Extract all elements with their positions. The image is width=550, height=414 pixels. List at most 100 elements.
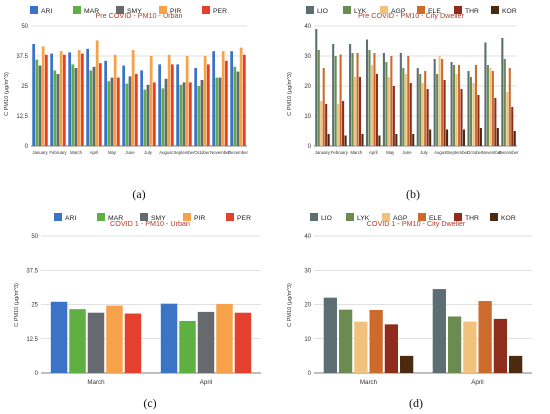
legend-swatch-per: [202, 6, 210, 14]
bar-ari-march: [68, 52, 72, 146]
legend-label-ari: ARI: [65, 215, 76, 222]
x-tick-label-a: July: [144, 150, 152, 155]
bar-thr-july: [426, 89, 429, 146]
bar-pir-may: [113, 54, 117, 146]
bar-pir-march: [77, 50, 81, 146]
panel-label-a: (a): [132, 187, 145, 201]
y-tick-label-c: 12.5: [26, 337, 38, 343]
bar-agp-september: [455, 74, 458, 146]
bar-mar-march: [69, 309, 86, 373]
bar-lyk-may: [385, 62, 388, 146]
bar-pir-december: [239, 47, 243, 146]
bar-kor-july: [429, 129, 432, 146]
bar-smy-october: [200, 80, 204, 146]
bar-pir-march: [106, 305, 123, 373]
legend-label-lio: LIO: [317, 8, 328, 15]
legend-swatch-ele: [417, 6, 425, 14]
bar-agp-march: [354, 77, 357, 146]
legend-swatch-lio: [306, 6, 314, 14]
legend-swatch-mar: [73, 6, 81, 14]
y-tick-label-a: 50: [21, 24, 28, 30]
bar-lio-august: [433, 59, 436, 146]
legend-label-lyk: LYK: [357, 215, 370, 222]
legend-label-pir: PIR: [170, 8, 181, 15]
y-tick-label-a: 37.5: [16, 54, 28, 60]
bar-pir-february: [59, 51, 63, 147]
bar-per-january: [44, 54, 48, 146]
bar-per-november: [224, 60, 228, 146]
bar-kor-august: [446, 129, 449, 146]
bar-ari-august: [158, 64, 162, 146]
bar-mar-june: [125, 83, 129, 146]
bar-smy-july: [146, 84, 150, 146]
panel-label-d: (d): [409, 396, 423, 410]
legend-label-ele: ELE: [428, 8, 441, 15]
bar-lio-march: [349, 44, 352, 146]
bar-lyk-august: [436, 74, 439, 146]
x-tick-label-b: April: [369, 150, 378, 155]
chart-panel-b: Pre COVID - PM10 - City Dweller C PM10 (…: [287, 6, 519, 201]
bar-ari-april: [86, 48, 90, 146]
y-tick-label-d: 20: [304, 303, 311, 309]
bar-smy-february: [56, 74, 60, 146]
bar-kor-december: [513, 131, 516, 146]
bar-per-september: [188, 82, 192, 146]
bar-ele-january: [322, 68, 325, 146]
x-tick-label-b: July: [420, 150, 428, 155]
bar-kor-june: [412, 134, 415, 146]
y-tick-label-d: 30: [304, 268, 311, 274]
bar-smy-january: [38, 65, 42, 146]
bar-agp-february: [337, 104, 340, 146]
x-tick-label-b: August: [434, 150, 448, 155]
bar-agp-may: [387, 77, 390, 146]
bar-kor-march: [361, 134, 364, 146]
y-axis-label-d: C PM10 (μg/m^3): [287, 283, 293, 327]
bar-ari-november: [212, 51, 216, 147]
bar-thr-march: [358, 77, 362, 146]
bar-kor-april: [509, 355, 523, 373]
x-tick-label-a: January: [32, 150, 48, 155]
bar-agp-july: [421, 83, 424, 146]
bar-per-april: [98, 63, 102, 147]
legend-swatch-kor: [490, 213, 498, 221]
bar-per-august: [170, 64, 174, 146]
y-tick-label-a: 12.5: [16, 114, 28, 120]
legend-swatch-lyk: [346, 213, 354, 221]
bar-thr-august: [443, 80, 446, 146]
x-tick-label-a: November: [210, 150, 230, 155]
legend-swatch-ari: [54, 213, 62, 221]
bar-smy-april: [197, 311, 215, 373]
legend-label-kor: KOR: [502, 8, 517, 15]
legend-label-kor: KOR: [501, 215, 516, 222]
legend-label-smy: SMY: [127, 8, 142, 15]
bar-ele-march: [356, 53, 359, 146]
legend-swatch-pir: [159, 6, 167, 14]
bar-per-march: [124, 313, 142, 373]
chart-title-c: COVID 1 - PM10 - Urban: [110, 219, 190, 228]
bar-lio-october: [467, 71, 470, 146]
legend-swatch-thr: [454, 6, 462, 14]
bar-mar-august: [161, 88, 165, 146]
legend-label-agp: AGP: [393, 215, 408, 222]
bar-smy-may: [110, 77, 114, 146]
bar-smy-april: [92, 66, 96, 146]
x-tick-label-d: April: [471, 379, 483, 386]
bar-thr-june: [409, 83, 412, 146]
bar-mar-september: [179, 84, 183, 146]
x-tick-label-a: September: [173, 150, 195, 155]
bar-smy-december: [236, 71, 240, 146]
bar-ele-october: [474, 65, 477, 146]
y-tick-label-b: 0: [308, 144, 312, 150]
bar-agp-december: [506, 92, 509, 146]
y-tick-label-a: 25: [21, 84, 28, 90]
bar-ari-june: [122, 65, 126, 146]
bar-lyk-february: [334, 56, 337, 146]
bar-kor-october: [479, 128, 482, 146]
bar-thr-january: [325, 104, 328, 146]
bar-per-july: [152, 82, 156, 146]
bar-agp-april: [463, 321, 477, 373]
bar-pir-july: [149, 56, 153, 146]
bar-lio-july: [416, 68, 419, 146]
bar-thr-march: [384, 324, 399, 373]
bar-pir-june: [131, 50, 135, 146]
